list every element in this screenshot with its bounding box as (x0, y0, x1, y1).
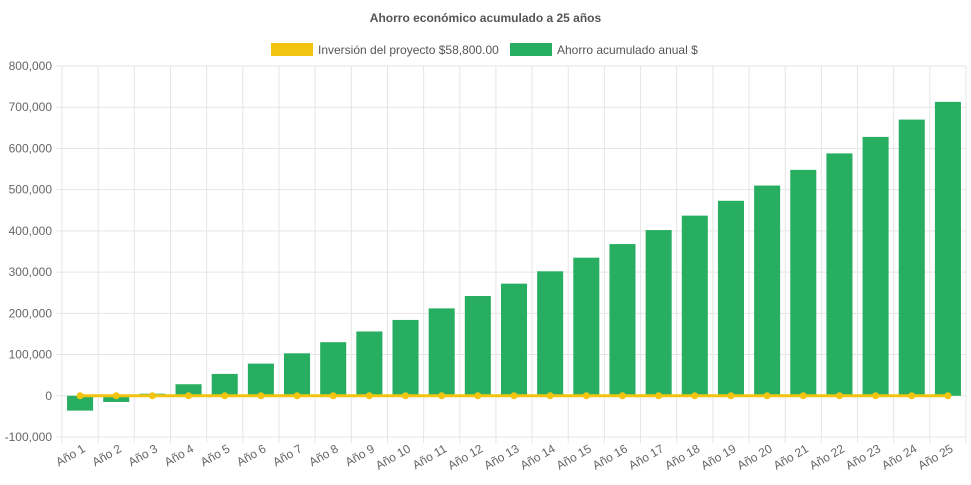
bar-año-13[interactable] (500, 283, 528, 396)
x-tick-label: Año 7 (270, 441, 304, 469)
bar-año-15[interactable] (573, 257, 600, 396)
investment-point[interactable] (329, 392, 337, 400)
investment-point[interactable] (221, 392, 229, 400)
legend-swatch-savings (510, 43, 552, 56)
legend-item-savings[interactable]: Ahorro acumulado anual $ (510, 43, 698, 57)
y-tick-label: 0 (45, 389, 52, 403)
y-tick-label: 800,000 (9, 59, 53, 73)
x-tick-label: Año 23 (843, 441, 883, 472)
x-tick-label: Año 20 (735, 441, 775, 472)
bar-año-10[interactable] (392, 319, 419, 396)
x-tick-label: Año 11 (410, 441, 449, 472)
investment-point[interactable] (727, 392, 735, 400)
investment-point[interactable] (655, 392, 663, 400)
investment-point[interactable] (474, 392, 482, 400)
x-tick-label: Año 16 (590, 441, 630, 472)
investment-point[interactable] (618, 392, 626, 400)
bar-año-8[interactable] (320, 342, 347, 396)
x-tick-label: Año 18 (662, 441, 702, 472)
x-tick-label: Año 9 (343, 441, 377, 469)
bar-año-14[interactable] (537, 271, 564, 396)
x-tick-label: Año 24 (879, 441, 919, 472)
investment-point[interactable] (365, 392, 373, 400)
legend-label-savings: Ahorro acumulado anual $ (557, 43, 698, 57)
x-tick-label: Año 22 (807, 441, 847, 472)
bar-año-18[interactable] (681, 215, 708, 396)
y-tick-label: 500,000 (9, 183, 53, 197)
legend-swatch-investment (271, 43, 313, 56)
investment-point[interactable] (763, 392, 771, 400)
investment-point[interactable] (76, 392, 84, 400)
bar-año-4[interactable] (175, 384, 202, 396)
y-tick-label: 600,000 (9, 141, 53, 155)
legend-item-investment[interactable]: Inversión del proyecto $58,800.00 (271, 43, 499, 57)
x-tick-label: Año 8 (307, 441, 341, 469)
x-tick-label: Año 10 (373, 441, 413, 472)
investment-point[interactable] (148, 392, 156, 400)
investment-point[interactable] (835, 392, 843, 400)
bar-año-1[interactable] (67, 395, 94, 411)
legend-label-investment: Inversión del proyecto $58,800.00 (318, 43, 499, 57)
bar-año-9[interactable] (356, 331, 383, 396)
investment-point[interactable] (257, 392, 265, 400)
bar-año-6[interactable] (247, 363, 274, 396)
x-tick-label: Año 3 (126, 441, 160, 469)
y-tick-label: 100,000 (9, 348, 53, 362)
line-series (76, 392, 952, 400)
x-tick-label: Año 5 (198, 441, 232, 469)
y-tick-label: -100,000 (5, 430, 53, 444)
x-tick-label: Año 17 (626, 441, 666, 472)
bar-año-11[interactable] (428, 308, 455, 396)
investment-point[interactable] (438, 392, 446, 400)
investment-point[interactable] (944, 392, 952, 400)
x-tick-label: Año 25 (915, 441, 955, 472)
chart-legend: Inversión del proyecto $58,800.00 Ahorro… (271, 43, 698, 57)
bar-año-24[interactable] (898, 119, 925, 396)
bar-año-25[interactable] (934, 101, 961, 396)
investment-point[interactable] (402, 392, 410, 400)
bar-año-5[interactable] (211, 373, 238, 396)
bar-año-19[interactable] (717, 200, 744, 396)
bar-año-12[interactable] (464, 296, 491, 396)
x-tick-label: Año 2 (90, 441, 124, 469)
investment-point[interactable] (872, 392, 880, 400)
bar-año-21[interactable] (790, 169, 817, 396)
bar-año-23[interactable] (862, 136, 889, 396)
bar-año-17[interactable] (645, 230, 672, 396)
y-axis-ticks: 800,000 700,000 600,000 500,000 400,000 300,0… (5, 59, 53, 444)
x-axis-ticks: Año 1 Año 2 Año 3 Año 4 Año 5 Año 6 Año 7 Año 8… (53, 441, 955, 472)
y-tick-label: 200,000 (9, 306, 53, 320)
x-tick-label: Año 6 (234, 441, 268, 469)
x-tick-label: Año 12 (445, 441, 485, 472)
investment-point[interactable] (185, 392, 193, 400)
investment-point[interactable] (691, 392, 699, 400)
y-tick-label: 700,000 (9, 100, 53, 114)
x-tick-label: Año 21 (771, 441, 811, 472)
investment-point[interactable] (546, 392, 554, 400)
investment-point[interactable] (510, 392, 518, 400)
investment-point[interactable] (908, 392, 916, 400)
x-tick-label: Año 19 (699, 441, 739, 472)
x-tick-label: Año 1 (53, 441, 87, 469)
bar-año-16[interactable] (609, 244, 636, 396)
bar-año-22[interactable] (826, 153, 853, 396)
investment-point[interactable] (799, 392, 807, 400)
x-tick-label: Año 15 (554, 441, 594, 472)
investment-point[interactable] (582, 392, 590, 400)
bar-año-20[interactable] (754, 185, 781, 396)
x-tick-label: Año 4 (162, 441, 196, 469)
y-tick-label: 300,000 (9, 265, 53, 279)
grid-lines (56, 65, 967, 443)
y-tick-label: 400,000 (9, 224, 53, 238)
x-tick-label: Año 13 (482, 441, 522, 472)
bar-año-7[interactable] (284, 353, 311, 396)
investment-point[interactable] (293, 392, 301, 400)
x-tick-label: Año 14 (518, 441, 558, 472)
chart-title: Ahorro económico acumulado a 25 años (370, 11, 602, 25)
investment-point[interactable] (112, 392, 120, 400)
